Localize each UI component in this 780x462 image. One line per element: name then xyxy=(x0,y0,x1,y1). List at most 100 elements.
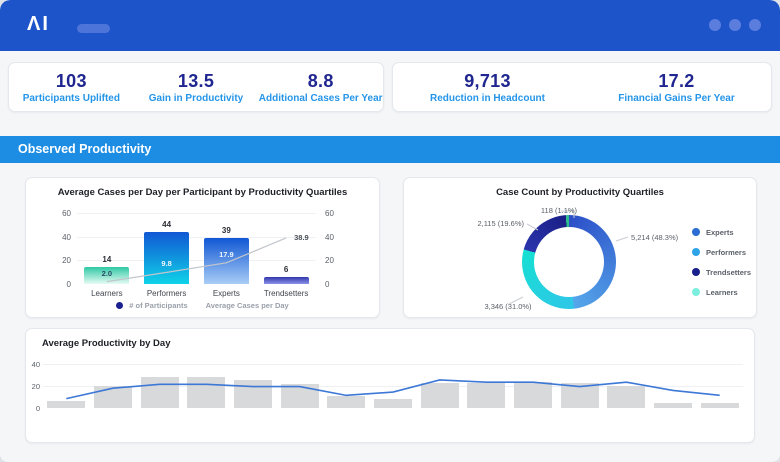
category-label: Learners xyxy=(91,289,123,298)
legend-label: Performers xyxy=(706,247,747,257)
legend-item-learners: Learners xyxy=(692,287,751,297)
daily-bar xyxy=(654,403,692,408)
quartile-bar xyxy=(144,231,190,284)
daily-bar xyxy=(280,383,319,408)
legend-item-trendsetters: Trendsetters xyxy=(692,267,752,277)
y-axis-tick-right: 60 xyxy=(325,209,334,218)
category-label: Trendsetters xyxy=(263,289,309,298)
kpi-label: Gain in Productivity xyxy=(148,92,244,104)
legend-item-experts: Experts xyxy=(692,227,751,237)
y-axis-tick-left: 60 xyxy=(62,209,71,218)
legend-label: Trendsetters xyxy=(706,267,752,277)
donut-legend-dot xyxy=(692,248,700,256)
donut-legend: Experts Performers Trendsetters Learners xyxy=(692,227,752,297)
avg-cases-legend-label: Average Cases per Day xyxy=(205,301,289,310)
y-axis-tick: 20 xyxy=(31,382,40,391)
quartile-bar xyxy=(263,276,309,284)
daily-chart-card: Average Productivity by Day 0 20 40 xyxy=(25,328,755,443)
menu-dot-icon[interactable] xyxy=(709,19,721,31)
line-point-label: 38.9 xyxy=(294,232,309,242)
kpi-label: Reduction in Headcount xyxy=(430,92,545,104)
line-point-label: 17.9 xyxy=(219,249,234,259)
quartiles-chart-card: Average Cases per Day per Participant by… xyxy=(25,177,380,318)
kpi-participants-uplifted: 103 Participants Uplifted xyxy=(9,63,134,111)
kpi-card-secondary: 9,713 Reduction in Headcount 17.2 Financ… xyxy=(392,62,772,112)
daily-bar xyxy=(327,396,366,408)
line-point-label: 2.0 xyxy=(101,268,113,278)
y-axis-tick-left: 0 xyxy=(66,280,71,289)
daily-bar xyxy=(187,377,226,408)
daily-bar xyxy=(94,386,132,408)
daily-bar xyxy=(514,382,552,408)
donut-label-trendsetters: 2,115 (19.6%) xyxy=(477,219,524,228)
donut-hole xyxy=(534,227,604,297)
nav-pill-placeholder[interactable] xyxy=(77,24,110,33)
donut-label-learners: 118 (1.1%) xyxy=(540,206,578,215)
donut-legend-dot xyxy=(692,268,700,276)
bar-value-label: 44 xyxy=(162,219,172,229)
kpi-gain-productivity: 13.5 Gain in Productivity xyxy=(134,63,259,111)
donut-chart-card: Case Count by Productivity Quartiles 118… xyxy=(403,177,757,318)
daily-bar xyxy=(700,403,739,408)
legend-item-performers: Performers xyxy=(692,247,751,257)
daily-bar xyxy=(374,399,412,408)
bar-value-label: 39 xyxy=(221,225,231,235)
y-axis-tick: 40 xyxy=(31,360,40,369)
kpi-reduction-headcount: 9,713 Reduction in Headcount xyxy=(393,63,582,111)
y-axis-tick-right: 20 xyxy=(325,256,334,266)
quartiles-legend: # of Participants Average Cases per Day xyxy=(26,301,379,310)
donut-legend-dot xyxy=(692,288,700,296)
kpi-label: Participants Uplifted xyxy=(22,92,120,104)
kpi-financial-gains: 17.2 Financial Gains Per Year xyxy=(582,63,771,111)
section-title: Observed Productivity xyxy=(18,142,152,156)
donut-legend-dot xyxy=(692,228,700,236)
menu-dot-icon[interactable] xyxy=(729,19,741,31)
menu-dot-icon[interactable] xyxy=(749,19,761,31)
y-axis-tick-left: 40 xyxy=(62,232,71,242)
section-banner: Observed Productivity xyxy=(0,136,780,163)
legend-label: Learners xyxy=(706,287,738,297)
quartile-bar xyxy=(203,237,249,284)
kpi-label: Additional Cases Per Year xyxy=(258,92,383,104)
kpi-value: 9,713 xyxy=(464,70,511,91)
y-axis-tick: 0 xyxy=(35,404,40,413)
daily-bar xyxy=(560,383,599,408)
legend-label: Experts xyxy=(706,227,734,237)
donut-chart-title: Case Count by Productivity Quartiles xyxy=(496,187,664,198)
kpi-value: 103 xyxy=(55,70,87,91)
donut-label-experts: 5,214 (48.3%) xyxy=(631,233,679,242)
kpi-value: 17.2 xyxy=(658,70,695,91)
daily-bar xyxy=(420,383,459,408)
category-label: Experts xyxy=(212,289,240,298)
kpi-value: 8.8 xyxy=(307,70,334,91)
header-menu xyxy=(709,19,761,31)
bar-value-label: 14 xyxy=(102,255,112,265)
daily-bar xyxy=(140,377,179,408)
y-axis-tick-right: 40 xyxy=(325,232,334,242)
grid-line xyxy=(77,213,316,214)
kpi-additional-cases: 8.8 Additional Cases Per Year xyxy=(258,63,383,111)
kpi-card-primary: 103 Participants Uplifted 13.5 Gain in P… xyxy=(8,62,384,112)
quartiles-chart-title: Average Cases per Day per Participant by… xyxy=(57,187,348,198)
daily-bar xyxy=(47,400,86,408)
grid-line xyxy=(77,236,316,238)
app-header: ΛI xyxy=(0,0,780,51)
participants-legend-dot-icon xyxy=(116,302,124,309)
daily-bar xyxy=(467,382,506,408)
donut-ring xyxy=(522,215,616,309)
donut-label-performers: 3,346 (31.0%) xyxy=(484,302,532,311)
brand-logo: ΛI xyxy=(27,13,50,35)
daily-bar xyxy=(234,379,272,408)
grid-line xyxy=(43,364,743,365)
y-axis-tick-left: 20 xyxy=(62,256,71,266)
participants-legend-label: # of Participants xyxy=(129,301,188,310)
line-point-label: 9.8 xyxy=(161,259,172,269)
y-axis-tick-right: 0 xyxy=(325,280,330,289)
kpi-label: Financial Gains Per Year xyxy=(618,92,735,104)
daily-chart-title: Average Productivity by Day xyxy=(42,338,171,349)
category-label: Performers xyxy=(146,289,187,298)
daily-bar xyxy=(607,386,646,408)
bar-value-label: 6 xyxy=(283,264,289,274)
kpi-value: 13.5 xyxy=(177,70,215,91)
